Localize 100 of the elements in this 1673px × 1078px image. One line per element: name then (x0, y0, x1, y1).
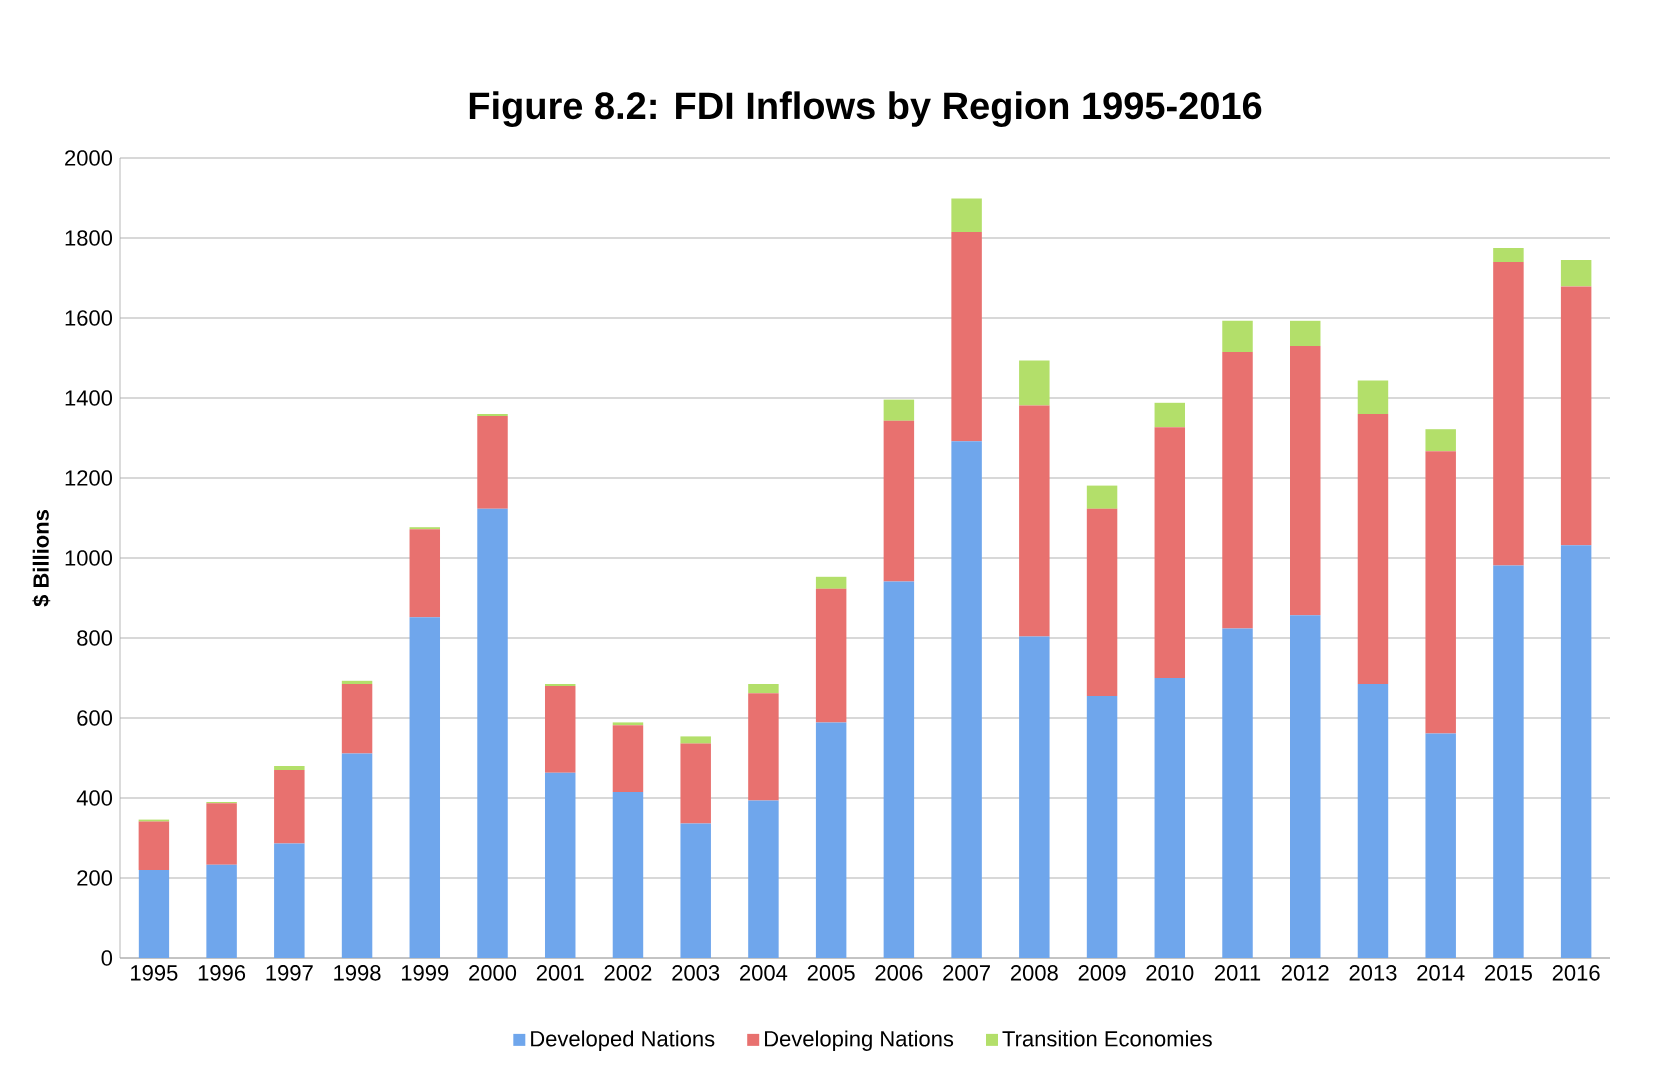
bar (748, 684, 779, 694)
bar (1086, 508, 1118, 696)
x-tick-label: 1997 (266, 965, 313, 981)
y-tick-label: 0 (101, 950, 113, 966)
x-tick-label: 2001 (536, 965, 584, 981)
y-tick-label: 200 (77, 870, 113, 886)
x-tick-label: 2013 (1349, 965, 1397, 981)
x-tick-label: 2010 (1146, 965, 1194, 981)
bar (1154, 678, 1186, 958)
bar (1222, 320, 1253, 352)
bar (274, 766, 305, 770)
y-tick-label: 1800 (65, 230, 113, 246)
bar (138, 870, 170, 958)
bar (274, 843, 305, 958)
y-axis-title: $ Billions (32, 510, 51, 607)
x-tick-label: 2000 (469, 965, 517, 981)
bar (680, 823, 711, 958)
bar (1222, 352, 1253, 629)
bar (815, 576, 847, 589)
bar (1086, 696, 1118, 958)
bar (815, 722, 847, 958)
bar (1290, 320, 1321, 346)
bar (1357, 684, 1389, 958)
x-tick-label: 2005 (807, 965, 855, 981)
bar (1222, 628, 1253, 958)
bar (409, 529, 441, 618)
bar (1290, 346, 1321, 616)
bar (1357, 414, 1389, 684)
bar (1154, 427, 1186, 678)
bar (409, 527, 441, 530)
bar (341, 753, 373, 958)
bar (1019, 636, 1050, 958)
bar (883, 420, 915, 582)
bar (1560, 545, 1592, 958)
bar (883, 581, 915, 958)
bar (815, 588, 847, 723)
bar (1560, 286, 1592, 546)
bar (138, 819, 170, 822)
bar (1425, 429, 1456, 452)
bar (883, 399, 915, 421)
bar (1425, 451, 1456, 734)
x-tick-label: 2015 (1485, 965, 1532, 981)
y-tick-label: 600 (77, 710, 113, 726)
legend-label: Developed Nations (531, 1030, 715, 1051)
bar (951, 198, 982, 232)
x-tick-label: 2009 (1078, 965, 1126, 981)
x-tick-label: 2016 (1552, 965, 1600, 981)
x-tick-label: 2014 (1417, 965, 1465, 981)
bar (341, 680, 373, 684)
bar (612, 722, 644, 726)
bar (545, 772, 576, 958)
y-tick-label: 800 (77, 630, 113, 646)
chart-title: Figure 8.2: FDI Inflows by Region 1995-2016 (469, 91, 1262, 127)
bar (409, 617, 441, 958)
bar (1493, 565, 1524, 958)
x-tick-label: 1995 (131, 965, 178, 981)
bar (1560, 260, 1592, 287)
bar (748, 693, 779, 801)
bar (545, 686, 576, 773)
bar (612, 792, 644, 958)
y-tick-label: 1400 (65, 390, 113, 406)
y-tick-label: 1000 (65, 550, 113, 566)
bar (612, 725, 644, 792)
bar (748, 800, 779, 958)
bar (680, 743, 711, 824)
y-tick-label: 1200 (65, 470, 113, 486)
y-tick-label: 1600 (65, 310, 113, 326)
x-tick-label: 2007 (943, 965, 990, 981)
bar (1290, 615, 1321, 958)
legend-label: Transition Economies (1002, 1030, 1212, 1047)
bar (1357, 380, 1389, 414)
bar (477, 508, 508, 958)
bar (1019, 360, 1050, 406)
x-tick-label: 2008 (1010, 965, 1058, 981)
bar (206, 803, 237, 865)
x-tick-label: 1996 (198, 965, 246, 981)
x-tick-label: 1998 (334, 965, 381, 981)
bar (1154, 402, 1186, 428)
bar (1086, 485, 1118, 509)
bar (1425, 733, 1456, 958)
legend-label: Developing Nations (765, 1030, 954, 1051)
bar (1493, 262, 1524, 566)
x-tick-label: 2002 (604, 965, 652, 981)
bar (1019, 405, 1050, 637)
y-tick-label: 2000 (65, 150, 113, 166)
bar (951, 232, 982, 442)
bar (1493, 248, 1524, 262)
x-tick-label: 2011 (1214, 965, 1261, 981)
x-tick-label: 2004 (740, 965, 788, 981)
y-tick-label: 400 (76, 790, 113, 806)
bar (477, 416, 508, 509)
bar (206, 864, 237, 958)
x-tick-label: 2012 (1281, 965, 1329, 981)
x-tick-label: 2006 (875, 965, 923, 981)
bar (951, 441, 982, 958)
x-tick-label: 1999 (401, 965, 449, 981)
bar (341, 684, 373, 754)
bar (680, 736, 711, 744)
bar (138, 821, 170, 870)
bar (274, 770, 305, 844)
